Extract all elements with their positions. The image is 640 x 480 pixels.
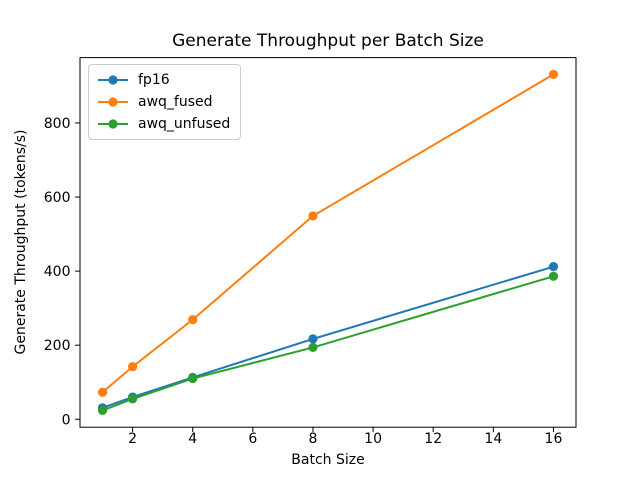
x-tick-label: 12 (424, 431, 442, 447)
chart-title: Generate Throughput per Batch Size (172, 31, 484, 51)
legend-label: awq_unfused (138, 116, 231, 132)
x-tick-label: 14 (484, 431, 502, 447)
legend-item-fp16: fp16 (98, 71, 230, 89)
data-point-awq_unfused (548, 271, 559, 281)
y-tick-label: 600 (44, 190, 71, 206)
data-point-fp16 (308, 334, 318, 344)
legend-item-awq_fused: awq_fused (98, 93, 230, 111)
data-point-awq_unfused (308, 342, 318, 353)
data-point-awq_fused (548, 69, 559, 80)
legend-dot (108, 97, 118, 107)
data-point-awq_fused (128, 362, 138, 372)
legend-item-awq_unfused: awq_unfused (98, 115, 230, 133)
data-point-awq_fused (188, 315, 198, 325)
legend-dot (108, 119, 118, 129)
x-tick-label: 4 (188, 431, 197, 447)
legend-dot (108, 75, 118, 85)
legend: fp16 awq_fused awq_unfused (88, 64, 242, 140)
legend-line-marker-icon (98, 97, 128, 107)
legend-line-marker-icon (98, 75, 128, 85)
x-tick-label: 8 (309, 431, 318, 447)
x-tick-label: 16 (545, 431, 563, 447)
data-point-awq_unfused (188, 373, 198, 384)
y-tick-label: 800 (44, 116, 71, 132)
y-axis-label: Generate Throughput (tokens/s) (13, 130, 29, 355)
axes-frame (79, 57, 577, 428)
legend-label: awq_fused (138, 94, 213, 110)
legend-line-marker-icon (98, 119, 128, 129)
y-tick-label: 400 (44, 264, 71, 280)
x-tick-label: 2 (128, 431, 137, 447)
data-point-awq_fused (308, 211, 318, 221)
data-point-fp16 (548, 262, 559, 272)
data-point-awq_unfused (97, 405, 108, 415)
x-tick-label: 6 (248, 431, 257, 447)
data-point-awq_unfused (128, 394, 138, 404)
y-tick-label: 200 (44, 338, 71, 354)
series-line-awq_unfused (102, 275, 554, 412)
legend-label: fp16 (138, 72, 170, 88)
x-axis-label: Batch Size (291, 452, 364, 468)
data-point-awq_fused (97, 387, 108, 397)
y-tick-label: 0 (62, 412, 71, 428)
x-tick-label: 10 (364, 431, 382, 447)
